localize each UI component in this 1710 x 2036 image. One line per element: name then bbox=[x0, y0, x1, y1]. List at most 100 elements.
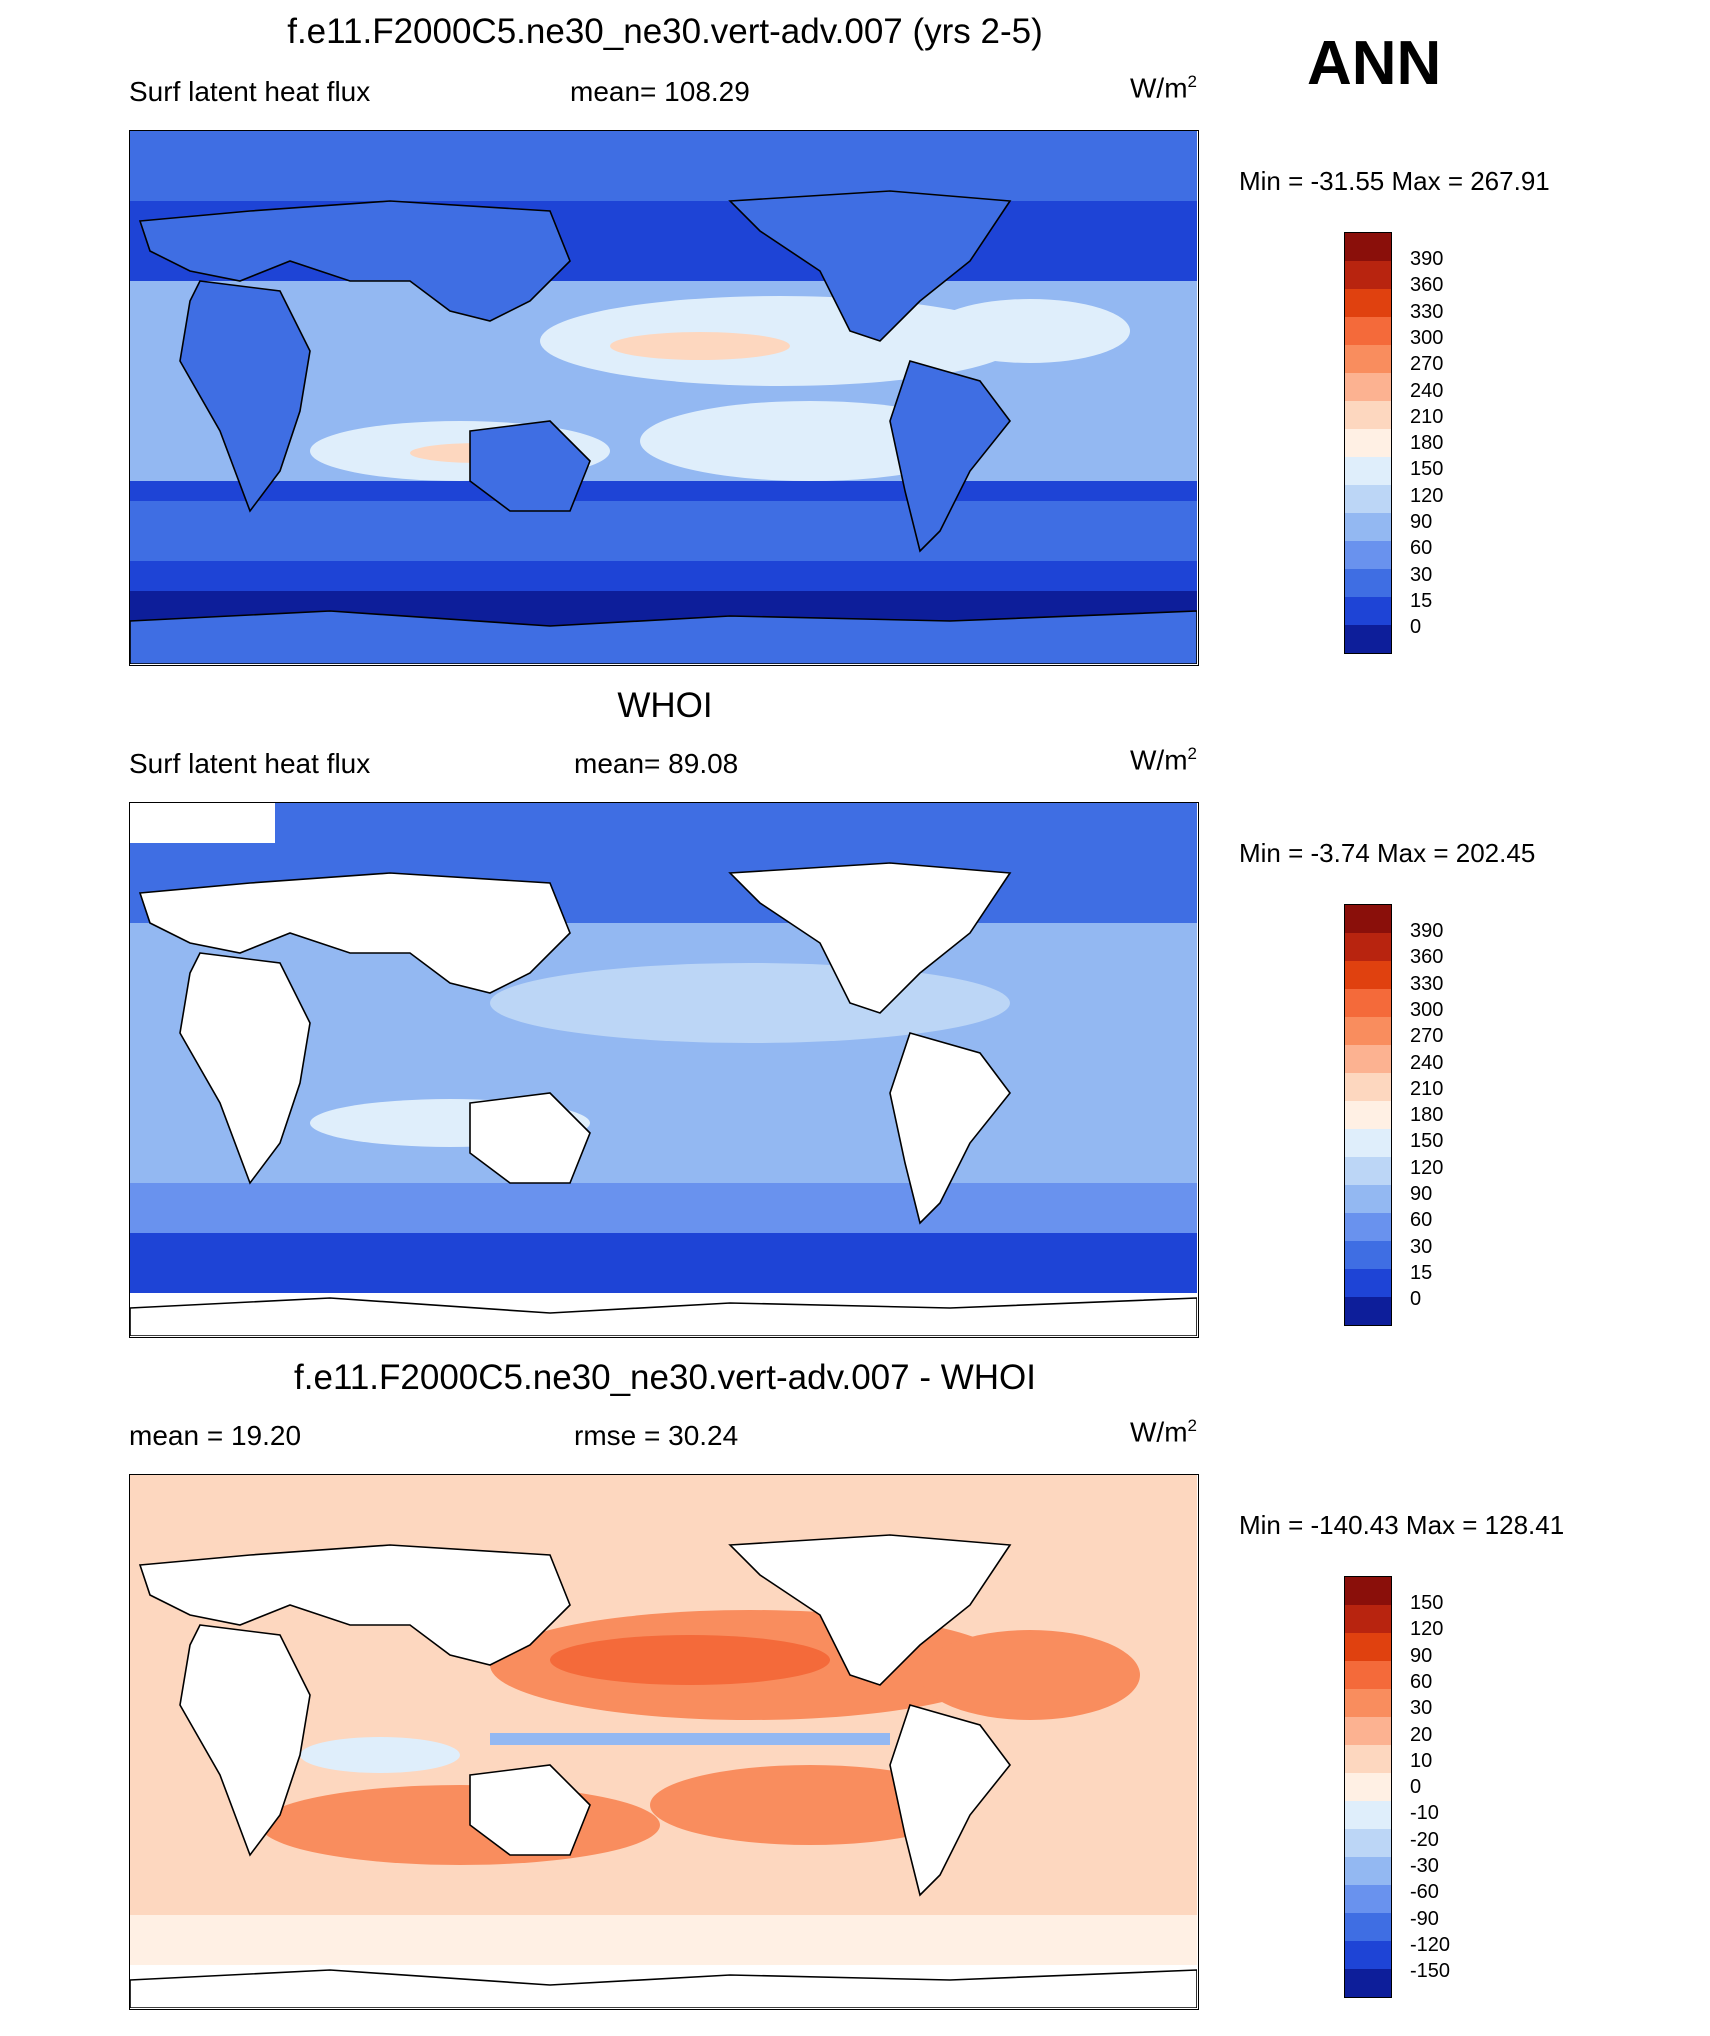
colorbar-swatch bbox=[1345, 1045, 1391, 1073]
panel-1-minmax: Min = -31.55 Max = 267.91 bbox=[1239, 166, 1550, 196]
colorbar-swatch bbox=[1345, 1213, 1391, 1241]
colorbar-swatch bbox=[1345, 1969, 1391, 1997]
colorbar-swatch bbox=[1345, 1101, 1391, 1129]
colorbar-tick-label: 210 bbox=[1410, 1077, 1444, 1100]
indian-ocean-positive bbox=[260, 1785, 660, 1865]
colorbar-swatch bbox=[1345, 625, 1391, 653]
panel-1-center-label: mean= 108.29 bbox=[570, 76, 750, 107]
panel-1-title: f.e11.F2000C5.ne30_ne30.vert-adv.007 (yr… bbox=[287, 12, 1043, 51]
continents bbox=[130, 1534, 1197, 2008]
colorbar-tick-label: 270 bbox=[1410, 1025, 1444, 1048]
panel-3-left-label: mean = 19.20 bbox=[129, 1420, 302, 1451]
colorbar-tick-label: 120 bbox=[1410, 1156, 1444, 1179]
panel-1-units: W/m2 bbox=[1130, 72, 1197, 104]
colorbar-swatch bbox=[1345, 1689, 1391, 1717]
colorbar-swatch bbox=[1345, 1857, 1391, 1885]
colorbar-swatch bbox=[1345, 1717, 1391, 1745]
southern-ocean-band bbox=[130, 501, 1197, 561]
colorbar-tick-label: 390 bbox=[1410, 248, 1444, 270]
panel-1-left-label: Surf latent heat flux bbox=[129, 76, 371, 107]
australia-outline bbox=[469, 420, 591, 512]
colorbar-tick-label: 15 bbox=[1410, 1261, 1433, 1284]
panel-1-map-svg bbox=[130, 131, 1197, 664]
southern-mid-band bbox=[130, 1183, 1197, 1233]
antarctica-outline bbox=[130, 610, 1197, 664]
colorbar-swatch bbox=[1345, 1129, 1391, 1157]
colorbar-tick-label: -20 bbox=[1410, 1828, 1439, 1851]
antarctica-outline bbox=[130, 1969, 1197, 2008]
colorbar-tick-label: 30 bbox=[1410, 1235, 1433, 1258]
colorbar-tick-label: -90 bbox=[1410, 1907, 1439, 1930]
eurasia-outline bbox=[138, 200, 571, 322]
colorbar-tick-label: 0 bbox=[1410, 1776, 1422, 1799]
colorbar-tick-label: 360 bbox=[1410, 946, 1444, 969]
colorbar-swatch bbox=[1345, 1885, 1391, 1913]
colorbar-tick-label: 0 bbox=[1410, 616, 1422, 639]
colorbar-tick-label: 240 bbox=[1410, 1051, 1444, 1074]
colorbar-swatch bbox=[1345, 569, 1391, 597]
colorbar-swatch bbox=[1345, 401, 1391, 429]
colorbar-swatch bbox=[1345, 1661, 1391, 1689]
colorbar-tick-label: 150 bbox=[1410, 458, 1444, 481]
panel-3-map-svg bbox=[130, 1475, 1197, 2008]
colorbar-swatch bbox=[1345, 1801, 1391, 1829]
colorbar-swatch bbox=[1345, 317, 1391, 345]
panel-2-minmax: Min = -3.74 Max = 202.45 bbox=[1239, 838, 1536, 868]
africa-outline bbox=[179, 280, 311, 513]
continents bbox=[130, 190, 1197, 664]
colorbar-swatch bbox=[1345, 1773, 1391, 1801]
colorbar-swatch bbox=[1345, 1829, 1391, 1857]
south-america-outline bbox=[889, 360, 1012, 553]
colorbar-tick-label: 0 bbox=[1410, 1288, 1422, 1311]
colorbar-tick-label: 300 bbox=[1410, 998, 1444, 1021]
colorbar-swatch bbox=[1345, 1297, 1391, 1325]
colorbar-swatch bbox=[1345, 1745, 1391, 1773]
colorbar-tick-label: 180 bbox=[1410, 432, 1444, 455]
eurasia-outline bbox=[138, 872, 571, 994]
panel-2-title: WHOI bbox=[617, 686, 713, 725]
colorbar-swatch bbox=[1345, 1157, 1391, 1185]
colorbar-swatch bbox=[1345, 905, 1391, 933]
colorbar-swatch bbox=[1345, 457, 1391, 485]
colorbar-tick-label: 20 bbox=[1410, 1723, 1433, 1746]
panel-2-map-svg bbox=[130, 803, 1197, 1336]
south-pacific-positive bbox=[650, 1765, 970, 1845]
panel-3-map bbox=[129, 1474, 1199, 2010]
colorbar-swatch bbox=[1345, 233, 1391, 261]
panel-2-center-label: mean= 89.08 bbox=[574, 748, 739, 779]
north-pacific-peak bbox=[610, 332, 790, 360]
colorbar-swatch bbox=[1345, 1605, 1391, 1633]
colorbar-swatch bbox=[1345, 1913, 1391, 1941]
colorbar-swatch bbox=[1345, 261, 1391, 289]
colorbar-swatch bbox=[1345, 429, 1391, 457]
colorbar-swatch bbox=[1345, 289, 1391, 317]
colorbar-tick-label: -150 bbox=[1410, 1960, 1451, 1983]
colorbar-tick-label: -120 bbox=[1410, 1933, 1451, 1956]
colorbar-tick-label: 150 bbox=[1410, 1130, 1444, 1153]
colorbar-swatch bbox=[1345, 485, 1391, 513]
panel-3-center-label: rmse = 30.24 bbox=[574, 1420, 739, 1451]
africa-outline bbox=[179, 1624, 311, 1857]
colorbar-tick-label: 15 bbox=[1410, 589, 1433, 612]
colorbar-tick-label: 120 bbox=[1410, 484, 1444, 507]
north-pacific-maximum bbox=[490, 963, 1010, 1043]
colorbar-tick-label: 330 bbox=[1410, 300, 1444, 323]
panel-2-colorbar bbox=[1344, 904, 1392, 1326]
colorbar-swatch bbox=[1345, 597, 1391, 625]
colorbar-tick-label: 120 bbox=[1410, 1618, 1444, 1641]
north-atlantic-maximum bbox=[930, 299, 1130, 363]
north-atlantic-positive bbox=[920, 1630, 1140, 1720]
southern-ocean-band bbox=[130, 1233, 1197, 1293]
eurasia-outline bbox=[138, 1544, 571, 1666]
indian-ocean-negative bbox=[300, 1737, 460, 1773]
equatorial-negative-band bbox=[490, 1733, 890, 1745]
colorbar-tick-label: 240 bbox=[1410, 379, 1444, 402]
arctic-band bbox=[130, 131, 1197, 201]
colorbar-tick-label: 210 bbox=[1410, 405, 1444, 428]
colorbar-swatch bbox=[1345, 1577, 1391, 1605]
season-label: ANN bbox=[1307, 29, 1442, 98]
north-america-outline bbox=[728, 1534, 1012, 1686]
north-america-outline bbox=[728, 190, 1012, 342]
panel-3-colorbar bbox=[1344, 1576, 1392, 1998]
colorbar-tick-label: -60 bbox=[1410, 1881, 1439, 1904]
